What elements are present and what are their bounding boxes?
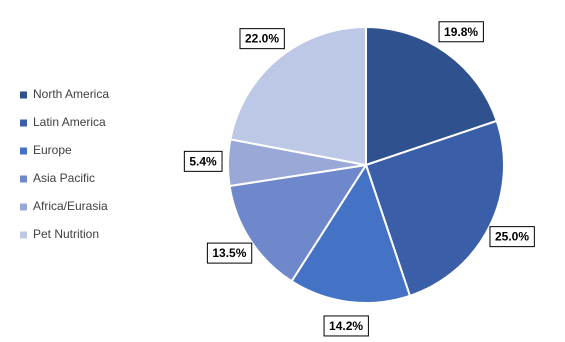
pie-slice (229, 25, 367, 167)
legend-swatch (20, 231, 27, 239)
value-label-box (206, 242, 253, 264)
value-label-box (489, 226, 535, 248)
value-label: 13.5% (212, 246, 246, 260)
legend-label: Pet Nutrition (33, 227, 99, 241)
legend-label: Latin America (33, 115, 106, 129)
legend-swatch (20, 175, 27, 183)
value-label: 19.8% (444, 25, 478, 39)
legend-swatch (20, 119, 27, 127)
value-label-box (438, 21, 484, 43)
legend-label: Europe (33, 143, 72, 157)
value-label: 5.4% (189, 154, 217, 168)
pie-slice (290, 162, 412, 304)
value-label: 22.0% (245, 32, 279, 46)
value-label-box (239, 28, 285, 50)
value-label: 25.0% (495, 230, 529, 244)
value-label: 14.2% (329, 319, 363, 333)
legend-label: Asia Pacific (33, 171, 95, 185)
value-label-box (183, 150, 223, 172)
value-label-box (323, 315, 369, 337)
legend-label: Africa/Eurasia (33, 199, 108, 213)
pie-slice (228, 163, 369, 283)
legend-swatch (20, 91, 27, 99)
legend-swatch (20, 203, 27, 211)
legend-label: North America (33, 87, 109, 101)
legend-swatch (20, 147, 27, 155)
pie-slice (365, 25, 499, 167)
